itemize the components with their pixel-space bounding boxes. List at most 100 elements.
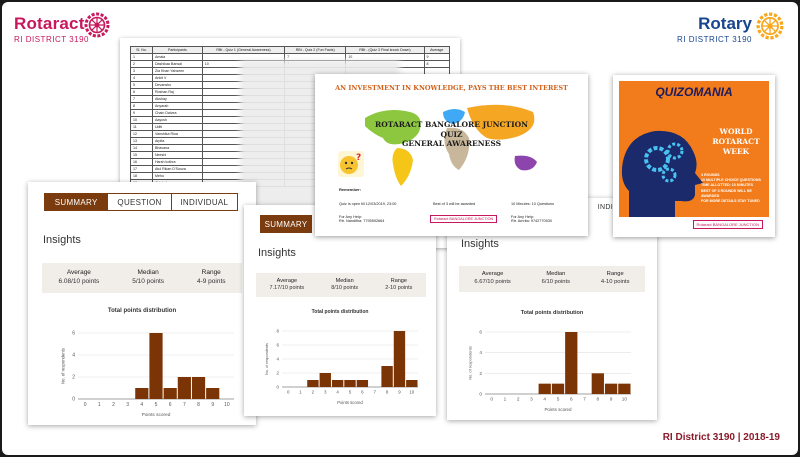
bar [149,333,163,399]
table-cell: 2 [130,60,153,68]
table-cell: Ankit V [151,74,203,82]
x-tick-label: 9 [610,397,613,403]
points-distribution-chart: 0 2 4 6 8 0 1 2 3 4 5 6 7 8 9 10 Points scored No. of res… [265,329,418,405]
x-tick-label: 6 [169,402,172,408]
y-tick-label: 2 [72,375,75,381]
table-cell: Neeshi [151,151,203,159]
points-distribution-chart: 0 2 4 6 0 1 2 3 4 5 6 7 8 9 10 Points scored No. of resp… [61,331,234,417]
svg-text:?: ? [356,153,361,163]
poster-quiz-label: QUIZ [440,130,463,139]
rotaract-wheel-icon [84,12,110,38]
bar [406,380,418,387]
table-cell: 9 [130,109,153,117]
table-cell: 12 [130,130,153,138]
quizomania-rules: 3 ROUNDS 10 MULTIPLE CHOICE QUESTIONS TI… [701,173,767,204]
tab-summary[interactable]: SUMMARY [45,194,109,210]
table-cell: 11 [130,123,153,131]
poster-topic: GENERAL AWARENESS [401,139,502,148]
bar [591,373,604,394]
bar [319,373,331,387]
poster-headline: AN INVESTMENT IN KNOWLEDGE, PAYS THE BES… [335,84,568,92]
bar [538,383,551,394]
x-axis-label: Points scored [544,407,572,412]
stat-label: Average [66,269,91,277]
x-tick-label: 9 [398,389,401,394]
tab-individual[interactable]: INDIVIDUAL [180,197,229,207]
poster-help-1: For Any Help: Rtr. Nanditha: 7795592664 [339,215,385,223]
card-tabs: SUMMARY QUESTION INDIVIDUAL [44,193,238,211]
table-cell: 15 [130,151,153,159]
tab-question[interactable]: QUESTION [108,194,172,210]
y-tick-label: 4 [479,350,482,356]
poster-rule-3: 10 Minutes: 10 Questions [511,202,555,206]
x-tick-label: 4 [336,389,339,394]
bar [344,380,356,387]
x-tick-label: 8 [597,397,600,403]
table-cell: 7 [130,95,153,103]
y-tick-label: 6 [72,331,75,337]
stat-value: 8/10 points [331,285,359,291]
participants-spreadsheet: Sl. No. Participants RBt - Quiz 1 (General… [120,38,460,248]
stat-value: 2-10 points [385,285,413,291]
column-header: Sl. No. [130,46,153,54]
tab-summary[interactable]: SUMMARY [260,215,312,233]
x-tick-label: 1 [299,389,302,394]
poster-help-2: For Any Help: Rtr. Amrita: 9742770530 [511,215,552,223]
x-tick-label: 9 [211,402,214,408]
x-tick-label: 2 [517,397,520,403]
table-cell: Roshan Raj [151,88,203,96]
insights-heading: Insights [461,238,499,250]
tab-individual[interactable]: INDIVI [597,203,621,211]
table-cell: 1 [130,53,153,61]
insights-heading: Insights [43,234,81,246]
card-tabs: SUMMARY [260,215,312,233]
results-card-2: SUMMARY Insights Average 7.17/10 points M… [244,205,436,416]
table-cell: Amala [151,53,203,61]
x-tick-label: 5 [349,389,352,394]
results-card-1: SUMMARY QUESTION INDIVIDUAL Insights Ave… [28,182,256,425]
remember-label: Remember: [339,187,362,192]
stat-average: Average 7.17/10 points [270,278,305,293]
table-cell: 13 [130,137,153,145]
stats-panel: Average 6.08/10 points Median 5/10 points … [42,263,242,293]
stats-panel: Average 6.67/10 points Median 6/10 points … [459,266,645,292]
table-cell: Akshay [151,95,203,103]
stat-median: Median 5/10 points [132,269,164,287]
bar [551,383,565,394]
stat-range: Range 4-10 points [601,271,630,287]
x-tick-label: 8 [197,402,200,408]
x-tick-label: 4 [543,397,546,403]
chart-title: Total points distribution [107,308,177,314]
rule-item: 10 MULTIPLE CHOICE QUESTIONS [701,178,761,183]
y-tick-label: 2 [479,371,482,377]
bar [381,366,393,387]
table-cell: Mehu [151,172,203,180]
y-tick-label: 6 [479,330,482,336]
x-tick-label: 1 [504,397,507,403]
rotaract-district: RI DISTRICT 3190 [14,35,89,44]
thinking-emoji-icon: ? [338,151,364,177]
stat-average: Average 6.67/10 points [474,271,510,287]
stat-value: 4-10 points [600,279,630,285]
x-tick-label: 5 [155,402,158,408]
y-tick-label: 8 [277,329,280,334]
x-tick-label: 6 [361,389,364,394]
x-tick-label: 4 [140,402,143,408]
insights-heading: Insights [258,247,296,259]
stat-label: Range [201,269,221,277]
table-header-row: Sl. No. Participants RBt - Quiz 1 (General… [130,46,450,54]
bar [356,380,369,387]
table-cell: 3 [130,67,153,75]
bar [163,388,177,399]
stat-label: Average [276,277,298,284]
table-cell: 16 [130,158,153,166]
table-cell: 18 [130,172,153,180]
bar [565,332,578,394]
x-tick-label: 6 [570,397,573,403]
table-cell: Chain Dalvea [151,109,203,117]
quizomania-panel: QUIZOMANIA WORLD ROTARACT WEEK 3 ROUNDS … [619,81,769,231]
column-header: RBt - Quiz 2 (Fun Facts) [284,46,347,54]
x-tick-label: 2 [312,389,315,394]
points-distribution-chart: 0 2 4 6 0 1 2 3 4 5 6 7 8 9 10 Points scored No. of resp… [467,330,631,412]
